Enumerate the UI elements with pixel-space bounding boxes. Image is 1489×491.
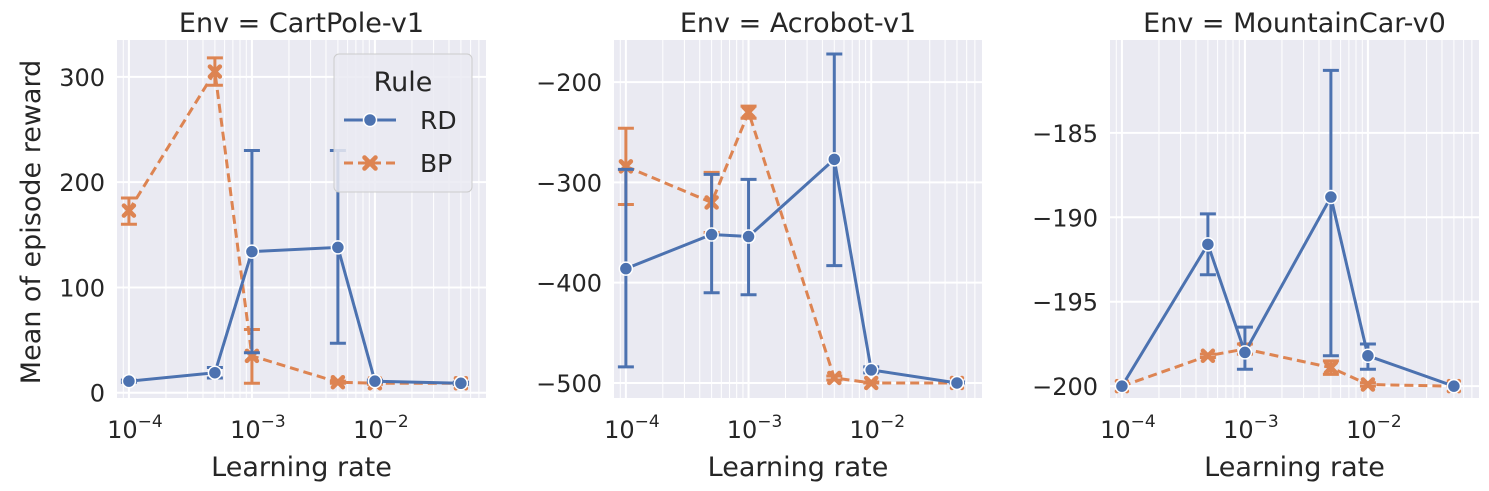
data-point [244,244,260,259]
data-point [367,373,383,389]
series-line [127,67,461,385]
data-point [1323,189,1339,205]
data-point [121,203,137,218]
y-tick-label: 200 [59,169,105,197]
series-rd [617,52,965,391]
data-point [827,152,842,167]
x-axis-label: Learning rate [708,452,889,483]
x-tick-label: 10−3 [1223,412,1279,444]
data-point [207,365,223,380]
y-tick-label: −200 [1032,373,1098,401]
data-point [1323,360,1339,375]
y-tick-label: −200 [536,69,602,97]
x-tick-label: 10−4 [107,412,163,444]
minor-gridlines [122,40,480,398]
x-tick-label: 10−2 [849,412,905,444]
series-line [1121,347,1454,388]
legend-box [333,53,473,193]
data-point [1237,345,1253,360]
data-point [330,374,346,390]
panel-title: Env = Acrobot-v1 [680,8,916,39]
data-point [949,375,965,391]
legend-bp-marker [362,155,378,171]
panel-title: Env = MountainCar-v0 [1143,8,1446,39]
series-line [625,107,957,385]
panel-title: Env = CartPole-v1 [179,8,424,39]
x-tick-label: 10−3 [727,412,783,444]
data-point [1200,237,1216,252]
y-tick-label: −500 [536,370,602,398]
plot-area [1110,40,1479,398]
x-axis-label: Learning rate [211,452,392,483]
data-point [741,229,756,244]
series-line [625,156,958,385]
panel-2: 10−4 10−3 10−2 −500 −400 −300 −200 Env = Acrobo… [536,8,982,483]
x-tick-label: 10−4 [1100,412,1156,444]
legend-bp-label: BP [420,149,452,178]
data-point [863,375,879,391]
series-rd [1114,68,1462,394]
y-tick-label: −195 [1032,289,1098,317]
y-axis-label: Mean of episode reward [16,60,47,384]
data-point [741,104,756,120]
data-point [1360,377,1376,392]
series-rd [120,149,469,391]
data-point [618,261,634,276]
data-point [863,362,879,378]
y-tick-label: 300 [59,64,105,92]
legend-rd-label: RD [420,106,457,135]
x-axis-label: Learning rate [1204,452,1385,483]
x-tick-label: 10−2 [1346,412,1402,444]
data-point [453,376,469,391]
data-point [827,370,842,386]
legend-rd-marker [362,112,378,128]
series-line [128,245,461,385]
x-tick-label: 10−2 [353,412,409,444]
y-tick-label: 100 [59,274,105,302]
data-point [1360,348,1376,364]
x-tick-label: 10−4 [604,412,660,444]
y-tick-label: −185 [1032,120,1098,148]
plot-area [614,40,982,398]
data-point [1200,348,1216,364]
legend: Rule RD BP [333,53,473,193]
x-tick-label: 10−3 [230,412,286,444]
y-tick-label: 0 [90,380,105,408]
panel-3: 10−4 10−3 10−2 −200 −195 −190 −185 Env = Mounta… [1032,8,1479,483]
data-point [121,373,137,389]
data-point [207,64,223,79]
y-tick-label: −400 [536,270,602,298]
legend-title: Rule [374,67,433,98]
y-tick-label: −190 [1032,204,1098,232]
panels: 10−4 10−3 10−2 0 100 200 300 Env = CartPole-v1 L… [59,8,1479,483]
y-tick-label: −300 [536,169,602,197]
data-point [330,240,346,255]
data-point [1446,378,1462,394]
data-point [704,227,719,242]
data-point [1114,378,1130,394]
series-line [1120,192,1455,388]
